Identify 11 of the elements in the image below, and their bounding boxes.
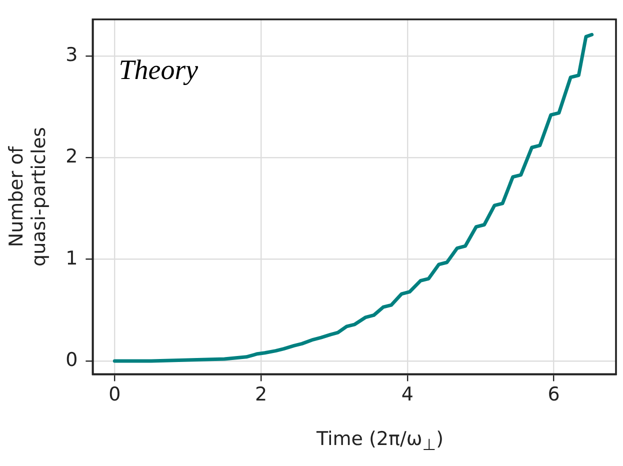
y-tick-label: 2	[66, 146, 78, 168]
y-tick-label: 0	[66, 348, 78, 371]
x-tick-label: 6	[548, 384, 560, 406]
x-tick-label: 0	[108, 384, 121, 406]
x-tick-label: 4	[401, 384, 414, 406]
y-axis-title: Number of quasi-particles	[5, 127, 50, 266]
y-tick-label: 1	[66, 247, 78, 270]
x-axis-title: Time (2π/ω$_{⊥}$)	[315, 428, 444, 454]
annotation: Theory	[118, 54, 199, 86]
y-tick-label: 3	[66, 44, 78, 66]
x-tick-label: 2	[254, 384, 268, 406]
